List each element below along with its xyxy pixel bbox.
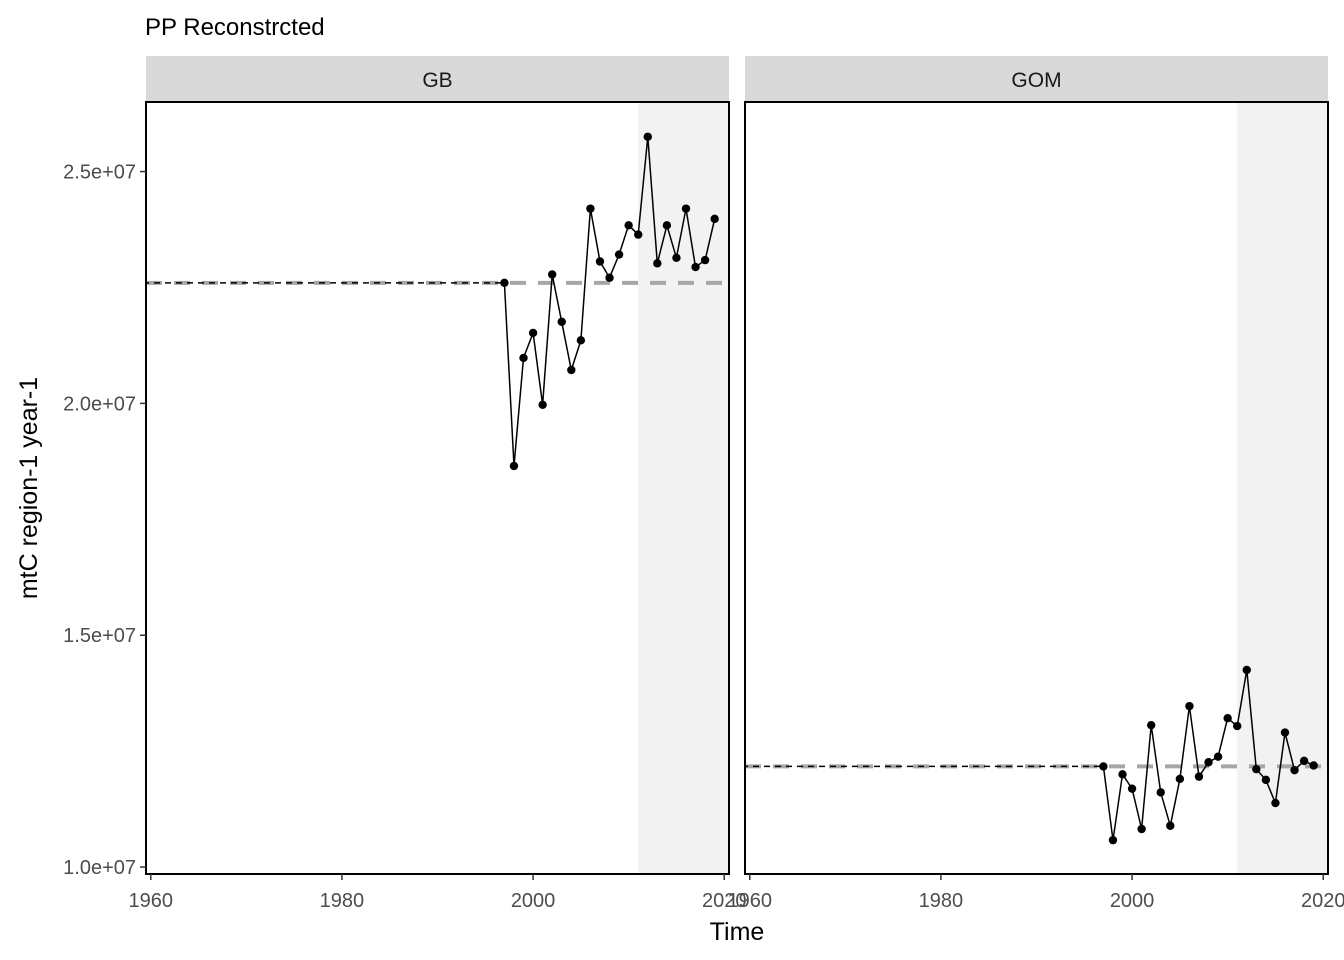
data-point (586, 204, 595, 213)
facet-strip-label: GB (422, 69, 452, 92)
data-point (595, 257, 605, 266)
data-point (1166, 821, 1175, 830)
data-point (710, 214, 719, 224)
x-tick-label: 1960 (129, 890, 174, 912)
data-point (662, 221, 672, 230)
data-point (653, 259, 662, 268)
data-point (1223, 714, 1232, 723)
data-point (538, 400, 547, 409)
data-point (1252, 765, 1261, 774)
facet-strip-label: GOM (1011, 69, 1061, 92)
data-point (624, 221, 633, 230)
y-tick-label: 1.0e+07 (63, 857, 136, 879)
y-tick-label: 1.5e+07 (63, 625, 136, 647)
data-point (1309, 761, 1318, 770)
x-tick-label: 2020 (702, 890, 747, 912)
data-point (528, 328, 538, 338)
data-point (1146, 720, 1156, 730)
data-point (1271, 798, 1280, 808)
data-point (681, 204, 691, 213)
shaded-recent-period (1237, 102, 1328, 874)
data-point (1185, 701, 1194, 711)
x-tick-label: 1980 (919, 890, 964, 912)
data-point (557, 317, 566, 326)
x-tick-label: 2000 (511, 890, 556, 912)
facet-panel-gb: GB 1960 1980 2000 2020 (129, 56, 747, 912)
data-point (576, 336, 586, 345)
panel-border (744, 101, 1329, 875)
data-point (634, 230, 643, 239)
data-point (519, 353, 528, 363)
data-point (1261, 775, 1271, 785)
data-point (1213, 752, 1223, 761)
facet-panel-gom: GOM 1960 1980 2000 2020 (728, 56, 1344, 912)
data-point (1156, 788, 1165, 797)
data-point (1299, 756, 1309, 766)
data-point (700, 255, 710, 265)
y-tick-label: 2.0e+07 (63, 393, 136, 415)
chart-title: PP Reconstrcted (145, 14, 325, 41)
shaded-recent-period (638, 102, 729, 874)
data-point (1280, 728, 1290, 737)
data-point (614, 250, 624, 259)
data-point (567, 365, 576, 375)
data-point (691, 262, 700, 272)
x-tick-label: 1980 (320, 890, 365, 912)
data-point (1204, 758, 1213, 767)
data-point (1118, 770, 1127, 779)
data-point (547, 270, 557, 279)
x-axis-title: Time (710, 918, 765, 946)
data-point (1242, 665, 1251, 675)
data-point (1137, 824, 1146, 834)
data-point (643, 132, 652, 141)
x-tick-label: 2000 (1110, 890, 1155, 912)
data-point (1175, 774, 1185, 784)
y-axis-title: mtC region-1 year-1 (15, 377, 43, 599)
panel-border (145, 101, 730, 875)
data-point (672, 253, 681, 262)
x-tick-label: 2020 (1301, 890, 1344, 912)
data-point (1127, 784, 1137, 793)
data-point (1233, 721, 1242, 731)
y-tick-label: 2.5e+07 (63, 162, 136, 184)
data-point (1290, 765, 1299, 775)
facet-panels: GB 1960 1980 2000 2020 GOM 1960 1980 2000 2020 (129, 56, 1344, 912)
data-point (500, 278, 509, 288)
data-point (605, 273, 614, 282)
data-point (1099, 762, 1108, 771)
data-point (1194, 772, 1204, 781)
x-tick-label: 1960 (728, 890, 773, 912)
facet-strip (745, 56, 1328, 102)
data-point (509, 461, 519, 471)
data-point (1108, 835, 1118, 845)
y-axis: 1.0e+07 1.5e+07 2.0e+07 2.5e+07 (63, 162, 146, 879)
facet-strip (146, 56, 729, 102)
